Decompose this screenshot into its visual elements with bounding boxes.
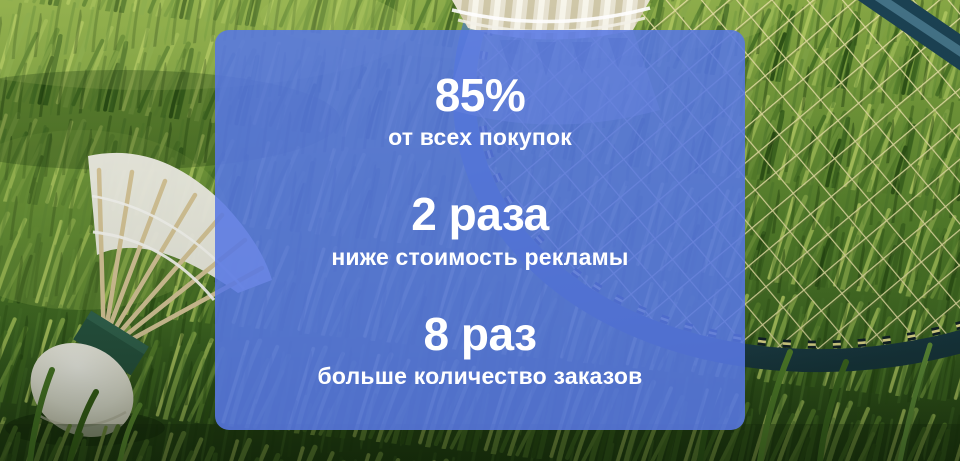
stat-item: 85% от всех покупок: [388, 68, 572, 152]
stat-value: 8 раз: [423, 307, 537, 360]
stat-value: 2 раза: [411, 188, 549, 241]
stat-item: 2 раза ниже стоимость рекламы: [331, 189, 628, 271]
stat-label: от всех покупок: [388, 124, 572, 151]
stat-label: ниже стоимость рекламы: [331, 243, 629, 270]
stat-item: 8 раз больше количество заказов: [317, 307, 643, 391]
stat-value: 85%: [434, 68, 526, 121]
stat-label: больше количество заказов: [317, 363, 643, 390]
stats-panel: 85% от всех покупок 2 раза ниже стоимост…: [215, 30, 745, 430]
